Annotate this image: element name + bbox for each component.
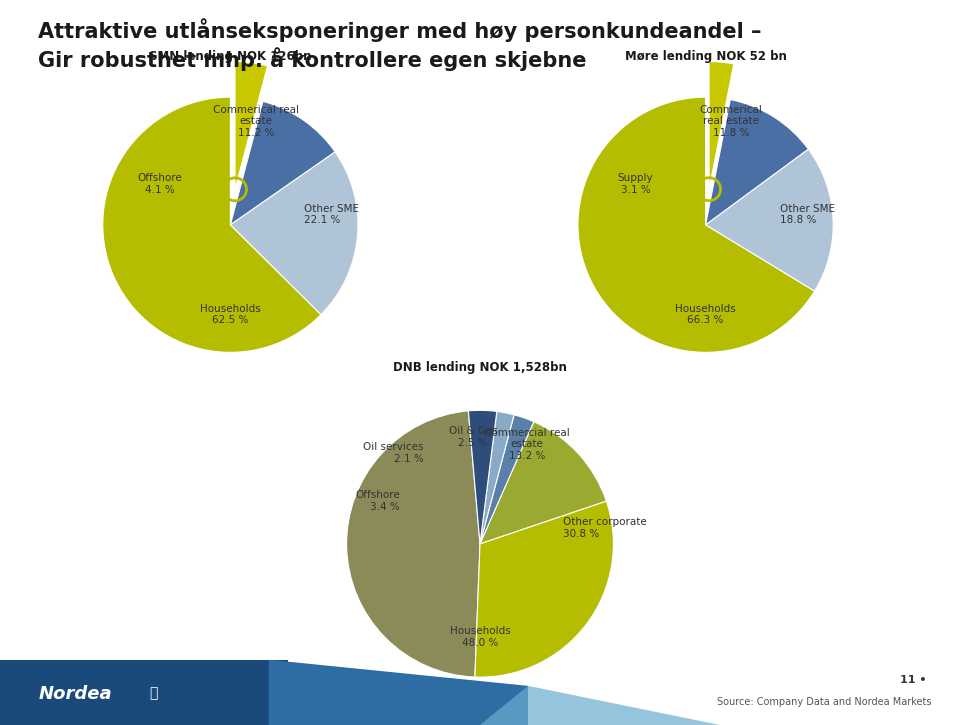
Text: Other corporate
30.8 %: Other corporate 30.8 % [563,517,646,539]
Text: Gir robusthet mhp. å kontrollere egen skjebne: Gir robusthet mhp. å kontrollere egen sk… [38,47,587,71]
Title: DNB lending NOK 1,528bn: DNB lending NOK 1,528bn [393,362,567,374]
Polygon shape [269,660,528,725]
Wedge shape [468,410,497,544]
Text: Commercial real
estate
13.2 %: Commercial real estate 13.2 % [484,428,569,461]
Wedge shape [706,99,808,225]
Text: Other SME
22.1 %: Other SME 22.1 % [304,204,359,225]
Wedge shape [578,97,815,352]
Wedge shape [480,422,607,544]
Wedge shape [480,411,514,544]
Wedge shape [103,97,321,352]
Text: Other SME
18.8 %: Other SME 18.8 % [780,204,834,225]
Wedge shape [480,415,534,544]
Wedge shape [230,102,335,225]
Text: Commerical
real estate
11.8 %: Commerical real estate 11.8 % [700,105,762,138]
FancyBboxPatch shape [0,660,288,725]
Text: Households
66.3 %: Households 66.3 % [675,304,736,326]
Text: Offshore
3.4 %: Offshore 3.4 % [355,490,400,512]
Polygon shape [480,686,720,725]
Text: Nordea: Nordea [38,684,112,703]
Wedge shape [475,501,613,677]
Text: Source: Company Data and Nordea Markets: Source: Company Data and Nordea Markets [717,697,931,707]
Wedge shape [230,152,358,315]
Wedge shape [347,411,480,677]
Title: Møre lending NOK 52 bn: Møre lending NOK 52 bn [625,50,786,62]
Title: SMN lending NOK 126bn: SMN lending NOK 126bn [149,50,312,62]
Text: Offshore
4.1 %: Offshore 4.1 % [138,173,182,195]
Text: Attraktive utlånseksponeringer med høy personkundeandel –: Attraktive utlånseksponeringer med høy p… [38,18,762,42]
Wedge shape [706,149,833,291]
Text: Oil services
2.1 %: Oil services 2.1 % [364,442,424,464]
Text: Supply
3.1 %: Supply 3.1 % [617,173,653,195]
Wedge shape [709,62,733,189]
Text: Oil & Gas
2.5 %: Oil & Gas 2.5 % [449,426,498,448]
Text: Households
48.0 %: Households 48.0 % [449,626,511,648]
Text: Commerical real
estate
11.2 %: Commerical real estate 11.2 % [213,105,299,138]
Wedge shape [235,62,268,189]
Text: 11 •: 11 • [900,675,926,685]
Text: Households
62.5 %: Households 62.5 % [200,304,261,326]
Text: 🔷: 🔷 [149,687,157,700]
